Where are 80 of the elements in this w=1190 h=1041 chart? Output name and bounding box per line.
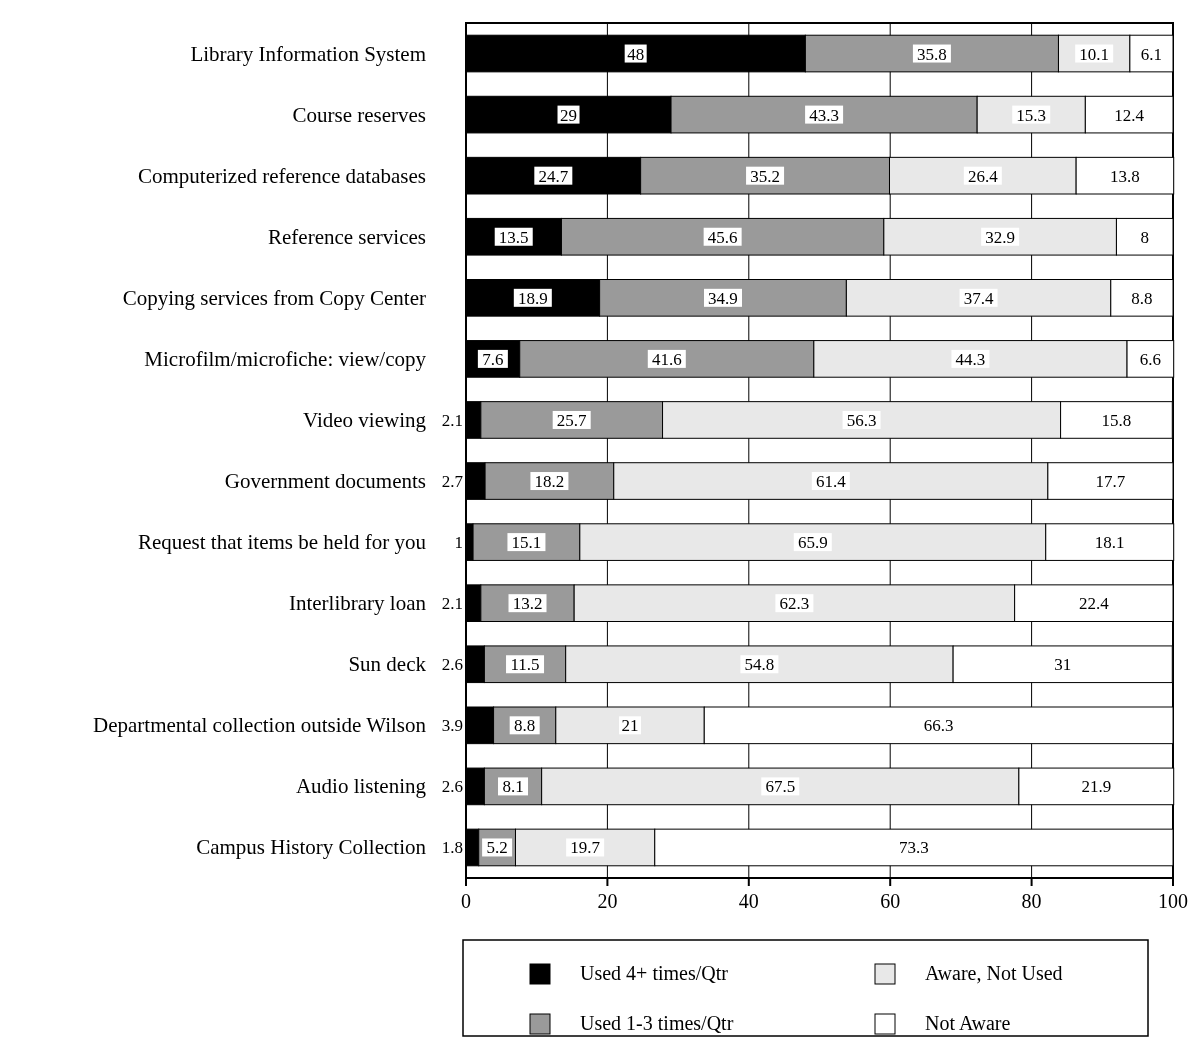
data-label: 65.9: [797, 533, 828, 553]
data-label: 26.4: [967, 166, 999, 186]
data-label: 35.8: [917, 44, 947, 64]
y-tick-label: Departmental collection outside Wilson: [93, 713, 427, 738]
data-label: 45.6: [707, 227, 738, 247]
legend-label: Used 4+ times/Qtr: [580, 962, 729, 984]
x-tick-label: 60: [880, 890, 901, 912]
x-tick-label: 40: [738, 890, 759, 912]
y-tick-label: Course reserves: [292, 102, 426, 127]
data-label: 32.9: [985, 227, 1016, 247]
y-tick-label: Copying services from Copy Center: [122, 285, 427, 310]
data-label: 18.1: [1094, 533, 1125, 553]
data-label: 22.4: [1078, 594, 1110, 614]
data-label: 2.6: [441, 777, 463, 797]
data-label: 15.8: [1101, 410, 1132, 430]
data-label: 2.6: [441, 655, 463, 675]
y-tick-label: Government documents: [224, 469, 426, 494]
x-tick-label: 0: [461, 890, 471, 912]
data-label: 29: [560, 105, 578, 125]
data-label: 8.8: [514, 716, 536, 736]
data-label: 43.3: [809, 105, 839, 125]
y-tick-label: Request that items be held for you: [137, 530, 427, 555]
y-tick-label: Interlibrary loan: [288, 591, 427, 616]
y-tick-label: Library Information System: [190, 41, 426, 66]
data-label: 8: [1140, 227, 1149, 247]
data-label: 13.5: [498, 227, 529, 247]
data-label: 21: [621, 716, 639, 736]
x-tick-label: 20: [597, 890, 618, 912]
data-label: 67.5: [765, 777, 796, 797]
data-label: 73.3: [899, 838, 929, 858]
data-label: 1.8: [441, 838, 463, 858]
data-label: 37.4: [963, 288, 994, 308]
data-label: 1: [454, 533, 463, 553]
data-label: 6.6: [1139, 349, 1161, 369]
data-label: 11.5: [510, 655, 540, 675]
data-label: 6.1: [1140, 44, 1163, 64]
data-label: 2.7: [441, 472, 464, 492]
legend-label: Used 1-3 times/Qtr: [580, 1012, 734, 1034]
data-label: 17.7: [1095, 472, 1126, 492]
data-label: 13.8: [1110, 166, 1140, 186]
data-label: 15.3: [1016, 105, 1047, 125]
y-tick-label: Campus History Collection: [196, 835, 427, 860]
data-label: 21.9: [1081, 777, 1112, 797]
data-label: 56.3: [846, 410, 877, 430]
x-tick-label: 100: [1158, 890, 1188, 912]
legend-label: Aware, Not Used: [925, 962, 1063, 984]
data-label: 3.9: [441, 716, 463, 736]
data-label: 31: [1054, 655, 1072, 675]
data-label: 7.6: [482, 349, 504, 369]
data-label: 41.6: [651, 349, 682, 369]
data-label: 8.1: [502, 777, 524, 797]
legend-label: Not Aware: [925, 1012, 1011, 1034]
data-label: 25.7: [556, 410, 588, 430]
data-label: 35.2: [750, 166, 780, 186]
y-tick-label: Reference services: [268, 224, 426, 249]
y-tick-label: Video viewing: [303, 407, 427, 432]
data-label: 10.1: [1079, 44, 1110, 64]
data-label: 12.4: [1114, 105, 1145, 125]
data-label: 18.9: [517, 288, 548, 308]
data-label: 66.3: [923, 716, 954, 736]
data-label: 62.3: [779, 594, 810, 614]
data-label: 34.9: [708, 288, 738, 308]
data-label: 18.2: [534, 472, 565, 492]
data-label: 44.3: [955, 349, 986, 369]
y-tick-label: Computerized reference databases: [137, 163, 426, 188]
data-label: 61.4: [815, 472, 847, 492]
y-tick-label: Audio listening: [295, 774, 427, 799]
data-label: 24.7: [538, 166, 569, 186]
data-label: 54.8: [744, 655, 775, 675]
data-label: 13.2: [512, 594, 543, 614]
x-tick-label: 80: [1021, 890, 1042, 912]
data-label: 5.2: [486, 838, 508, 858]
data-label: 8.8: [1131, 288, 1153, 308]
y-tick-label: Microfilm/microfiche: view/copy: [144, 346, 427, 371]
data-label: 2.1: [441, 594, 463, 614]
y-tick-label: Sun deck: [348, 652, 427, 677]
data-label: 15.1: [511, 533, 542, 553]
data-label: 19.7: [570, 838, 601, 858]
data-label: 48: [627, 44, 645, 64]
data-label: 2.1: [441, 410, 463, 430]
